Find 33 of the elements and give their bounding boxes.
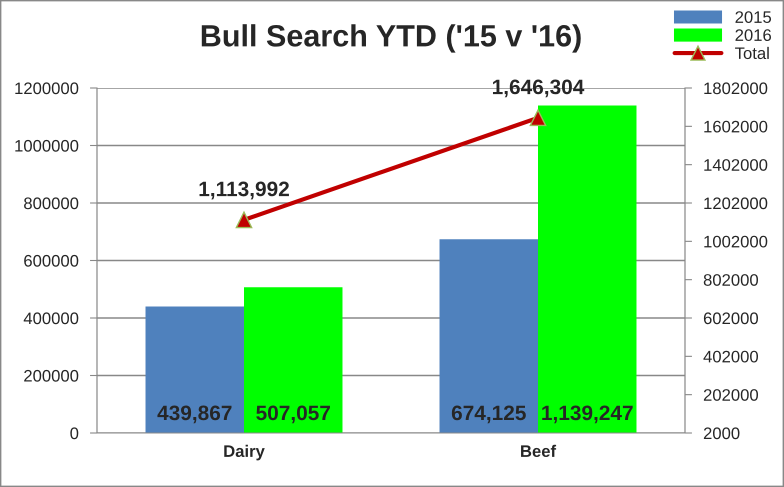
- x-tick-label: Dairy: [224, 444, 265, 460]
- y-tick-label: 600000: [24, 254, 78, 267]
- chart-title: Bull Search YTD ('15 v '16): [202, 24, 581, 53]
- bar: [440, 239, 538, 433]
- bar: [244, 287, 342, 433]
- y2-tick-label: 1002000: [704, 236, 768, 248]
- legend-label: 2016: [736, 29, 772, 42]
- y2-tick-label: 1202000: [704, 197, 768, 210]
- y-tick-label: 1000000: [15, 140, 78, 152]
- y2-tick-label: 602000: [704, 312, 758, 324]
- legend-label: Total: [735, 46, 769, 60]
- y-tick-label: 0: [70, 427, 78, 440]
- data-label: 1,113,992: [200, 182, 289, 200]
- y2-tick-label: 402000: [703, 350, 758, 363]
- data-label: 1,646,304: [492, 80, 584, 98]
- y2-tick-label: 1602000: [704, 120, 768, 133]
- x-tick-label: Beef: [521, 444, 556, 458]
- data-label: 507,057: [256, 406, 330, 424]
- bar: [538, 105, 636, 433]
- y2-tick-label: 1802000: [704, 82, 768, 94]
- y-tick-label: 800000: [24, 197, 78, 210]
- data-label: 674,125: [452, 406, 526, 424]
- y2-tick-label: 2000: [704, 427, 740, 440]
- data-label: 1,139,247: [542, 406, 633, 424]
- y2-tick-label: 1402000: [704, 159, 768, 171]
- bar: [146, 306, 244, 433]
- y-tick-label: 200000: [24, 370, 78, 382]
- y-tick-label: 400000: [24, 312, 78, 324]
- y2-tick-label: 202000: [704, 389, 758, 401]
- y2-tick-label: 802000: [704, 274, 758, 286]
- data-label: 439,867: [157, 406, 232, 424]
- y-tick-label: 1200000: [15, 82, 78, 94]
- legend-label: 2015: [736, 11, 772, 24]
